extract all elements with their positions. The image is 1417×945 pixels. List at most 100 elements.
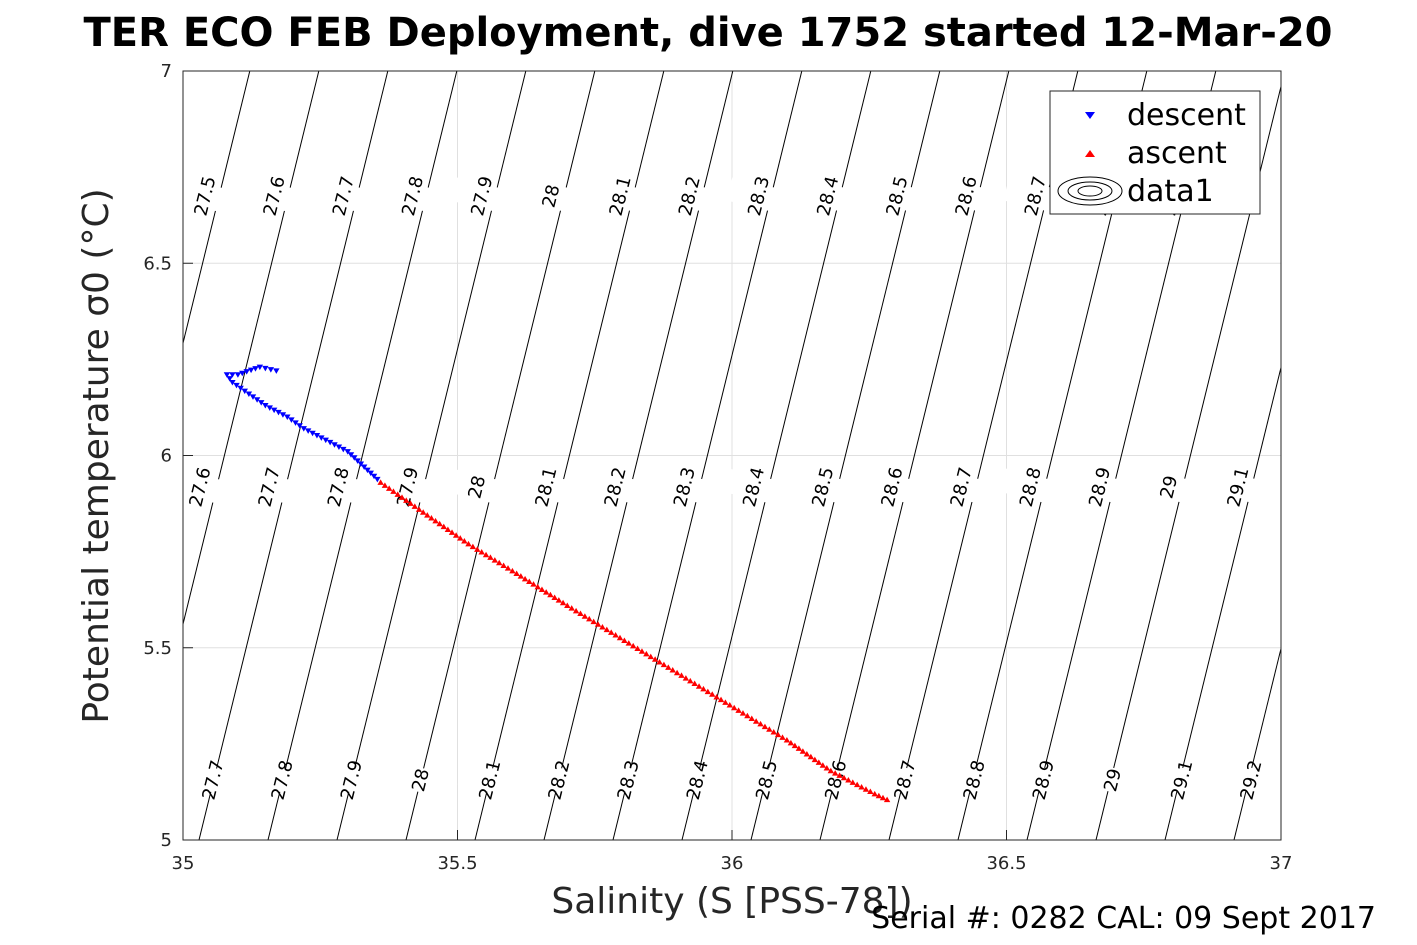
x-tick-label: 37 xyxy=(1270,853,1293,874)
ascent-marker xyxy=(713,693,720,700)
descent-marker xyxy=(309,430,316,437)
contour-label-bg xyxy=(167,468,233,506)
ascent-marker xyxy=(717,696,725,703)
ascent-marker xyxy=(827,767,835,774)
ascent-marker xyxy=(757,720,764,727)
contour-label-bg xyxy=(180,761,246,799)
ascent-marker xyxy=(858,783,865,790)
ascent-marker xyxy=(377,479,384,485)
contour-label-bg xyxy=(172,177,238,215)
descent-marker xyxy=(273,368,280,374)
descent-marker xyxy=(326,439,334,446)
ascent-marker xyxy=(440,523,447,530)
descent-marker xyxy=(351,455,358,461)
ascent-marker xyxy=(799,748,807,754)
ascent-marker xyxy=(722,699,729,705)
ascent-marker xyxy=(491,557,499,563)
descent-marker xyxy=(258,400,265,406)
x-tick-label: 36.5 xyxy=(986,853,1026,874)
ascent-marker xyxy=(787,739,795,746)
ascent-marker xyxy=(752,718,760,724)
ascent-marker xyxy=(411,503,418,509)
legend-contour-icon xyxy=(1067,181,1113,201)
descent-marker xyxy=(241,388,248,395)
ascent-marker xyxy=(478,549,485,555)
contour-label-bg xyxy=(1080,761,1145,799)
ascent-marker xyxy=(665,664,672,670)
contour-label-bg xyxy=(444,468,509,506)
ascent-marker xyxy=(678,672,685,678)
legend-ascent-marker xyxy=(1085,150,1095,157)
contour-label-bg xyxy=(1149,761,1214,799)
descent-marker xyxy=(364,467,371,474)
ascent-marker xyxy=(871,790,878,797)
ascent-marker xyxy=(577,610,584,617)
descent-marker xyxy=(304,428,312,434)
ascent-marker xyxy=(590,618,597,625)
ascent-marker xyxy=(424,512,431,518)
ascent-marker xyxy=(795,745,803,751)
ascent-marker xyxy=(452,532,460,538)
ascent-marker xyxy=(526,578,533,584)
ascent-marker xyxy=(867,788,874,795)
contour-label-bg xyxy=(449,177,514,215)
ascent-marker xyxy=(496,559,503,566)
descent-marker xyxy=(239,370,246,377)
contour-label-bg xyxy=(513,468,579,506)
ascent-marker xyxy=(381,482,389,488)
ascent-marker xyxy=(766,726,773,732)
descent-marker xyxy=(229,379,236,386)
descent-marker xyxy=(237,385,244,392)
descent-marker xyxy=(284,414,291,421)
ascent-marker xyxy=(521,575,529,582)
contour-label-bg xyxy=(665,761,730,799)
y-tick-label: 6 xyxy=(161,446,172,467)
ascent-marker xyxy=(695,683,703,689)
x-tick-label: 35 xyxy=(172,853,195,874)
ascent-marker xyxy=(779,734,786,740)
ascent-marker xyxy=(669,667,676,673)
contour-label-bg xyxy=(790,468,855,506)
ascent-marker xyxy=(469,543,477,550)
ascent-marker xyxy=(625,640,632,646)
contour-label-bg xyxy=(596,761,661,799)
contour-label-bg xyxy=(721,468,786,506)
ascent-marker xyxy=(603,626,611,633)
contour-label-bg xyxy=(242,177,307,215)
sigma-contour-line xyxy=(1233,648,1282,841)
ascent-marker xyxy=(691,680,698,687)
contour-label-bg xyxy=(1067,468,1132,506)
legend-label: data1 xyxy=(1127,174,1214,209)
legend-label: ascent xyxy=(1127,136,1227,171)
calibration-footer: Serial #: 0282 CAL: 09 Sept 2017 xyxy=(871,901,1376,936)
descent-marker xyxy=(226,376,233,382)
descent-marker xyxy=(223,372,231,378)
descent-marker xyxy=(292,420,299,426)
contour-label-bg xyxy=(657,177,722,215)
contour-label-bg xyxy=(1205,468,1271,506)
descent-marker xyxy=(367,470,374,477)
ascent-marker xyxy=(815,759,823,765)
y-tick-label: 5.5 xyxy=(143,638,172,659)
ascent-marker xyxy=(542,589,550,595)
ascent-marker xyxy=(403,497,410,503)
ascent-marker xyxy=(629,642,637,649)
ascent-marker xyxy=(845,777,852,783)
ascent-marker xyxy=(687,677,694,684)
ascent-marker xyxy=(770,728,777,735)
ascent-marker xyxy=(862,786,870,792)
descent-marker xyxy=(288,417,295,423)
contour-label-bg xyxy=(526,761,592,799)
ascent-marker xyxy=(594,621,602,627)
ascent-marker xyxy=(513,570,520,577)
ascent-marker xyxy=(482,551,490,558)
x-axis-label: Salinity (S [PSS-78]) xyxy=(551,881,912,922)
contour-label-bg xyxy=(726,177,791,215)
ascent-marker xyxy=(774,731,782,738)
descent-marker xyxy=(347,452,355,458)
ascent-marker xyxy=(419,509,427,515)
contour-label-bg xyxy=(934,177,999,215)
legend-box xyxy=(1049,90,1261,215)
descent-marker xyxy=(331,442,338,448)
contour-label-bg xyxy=(1136,468,1201,506)
